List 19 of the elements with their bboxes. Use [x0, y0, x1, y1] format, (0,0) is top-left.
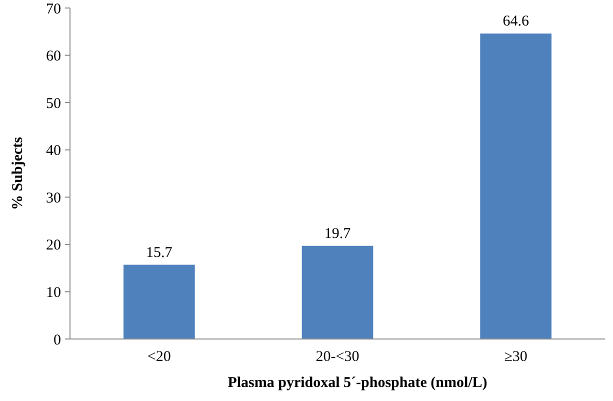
bar	[302, 246, 374, 339]
data-label: 15.7	[146, 244, 173, 261]
y-tick-label: 0	[54, 332, 61, 348]
x-axis-title: Plasma pyridoxal 5´-phosphate (nmol/L)	[228, 375, 488, 391]
y-tick-label: 50	[46, 96, 61, 112]
x-tick-label: <20	[147, 349, 171, 365]
y-tick-label: 60	[46, 48, 61, 65]
x-tick-label: 20-<30	[316, 349, 360, 365]
bar	[124, 264, 195, 339]
y-tick-label: 70	[46, 1, 61, 18]
y-tick-label: 30	[46, 190, 61, 206]
bar	[480, 34, 552, 339]
y-tick-label: 10	[46, 284, 61, 301]
y-tick-label: 20	[46, 238, 61, 254]
data-label: 19.7	[324, 226, 352, 242]
y-axis-title: % Subjects	[10, 136, 26, 210]
y-tick-label: 40	[46, 143, 61, 160]
x-tick-label: ≥30	[504, 349, 528, 365]
data-label: 64.6	[502, 14, 530, 30]
